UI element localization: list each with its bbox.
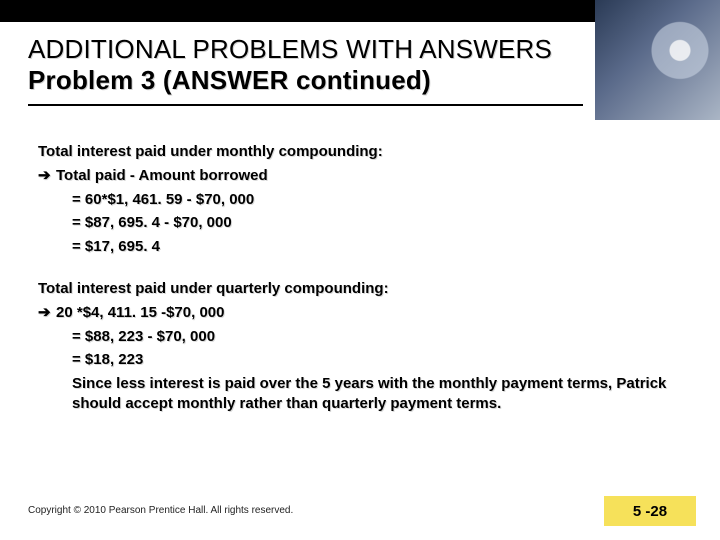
section1-title: Total interest paid under monthly compou… — [38, 142, 678, 162]
section1-line2: = 60*$1, 461. 59 - $70, 000 — [38, 190, 678, 210]
slide-heading: ADDITIONAL PROBLEMS WITH ANSWERS Problem… — [28, 34, 588, 96]
heading-underline — [28, 104, 583, 106]
slide-body: Total interest paid under monthly compou… — [38, 142, 678, 418]
section1-line4: = $17, 695. 4 — [38, 237, 678, 257]
section1-line3: = $87, 695. 4 - $70, 000 — [38, 213, 678, 233]
section1-l1-text: Total paid - Amount borrowed — [56, 167, 268, 184]
arrow-icon: ➔ — [38, 303, 56, 323]
section2-line1: ➔20 *$4, 411. 15 -$70, 000 — [38, 303, 678, 323]
section2-line2: = $88, 223 - $70, 000 — [38, 327, 678, 347]
heading-line-2: Problem 3 (ANSWER continued) — [28, 65, 588, 96]
section2-line4: Since less interest is paid over the 5 y… — [38, 374, 678, 414]
page-number: 5 -28 — [633, 503, 667, 520]
section2-title: Total interest paid under quarterly comp… — [38, 279, 678, 299]
spacer — [38, 261, 678, 279]
page-number-badge: 5 -28 — [604, 496, 696, 526]
heading-line-1: ADDITIONAL PROBLEMS WITH ANSWERS — [28, 34, 588, 65]
section2-l1-text: 20 *$4, 411. 15 -$70, 000 — [56, 304, 224, 321]
arrow-icon: ➔ — [38, 166, 56, 186]
section1-line1: ➔Total paid - Amount borrowed — [38, 166, 678, 186]
copyright-text: Copyright © 2010 Pearson Prentice Hall. … — [28, 505, 293, 516]
decorative-corner-image — [595, 0, 720, 120]
section2-line3: = $18, 223 — [38, 350, 678, 370]
